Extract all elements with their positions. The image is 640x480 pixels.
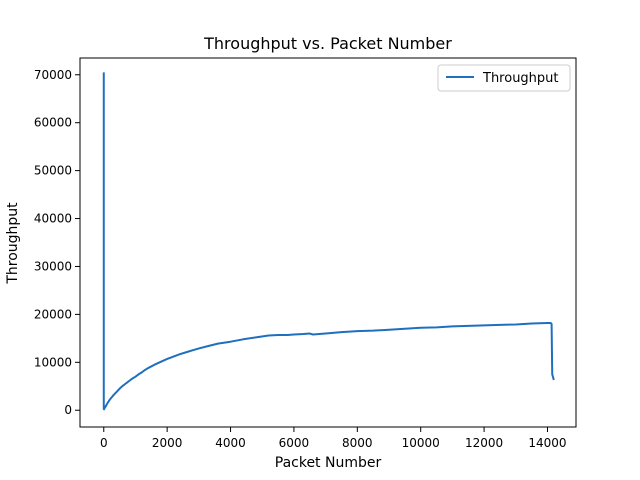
x-tick-label: 12000 [465, 436, 503, 450]
x-tick-label: 8000 [342, 436, 373, 450]
y-tick-label: 10000 [34, 355, 72, 369]
x-tick-label: 0 [100, 436, 108, 450]
y-tick-label: 0 [64, 403, 72, 417]
x-tick-label: 14000 [528, 436, 566, 450]
y-tick-label: 50000 [34, 164, 72, 178]
y-tick-label: 40000 [34, 212, 72, 226]
legend: Throughput [437, 64, 571, 92]
x-axis-label: Packet Number [275, 455, 382, 471]
x-tick-label: 2000 [152, 436, 183, 450]
x-tick-label: 10000 [402, 436, 440, 450]
chart-title: Throughput vs. Packet Number [203, 34, 452, 53]
legend-label: Throughput [482, 71, 559, 86]
series-line-0 [102, 72, 555, 411]
x-axis: 0 2000 4000 6000 8000 10000 12000 14000 [100, 427, 567, 450]
y-tick-label: 20000 [34, 307, 72, 321]
y-tick-label: 70000 [34, 68, 72, 82]
legend-box [437, 64, 571, 92]
series-layer [102, 72, 555, 411]
x-tick-label: 4000 [215, 436, 246, 450]
y-axis: 0 10000 20000 30000 40000 50000 60000 70000 [34, 68, 80, 417]
y-tick-label: 60000 [34, 116, 72, 130]
x-tick-label: 6000 [279, 436, 310, 450]
plot-area [79, 57, 577, 428]
y-axis-label: Throughput [5, 202, 21, 285]
y-tick-label: 30000 [34, 259, 72, 273]
